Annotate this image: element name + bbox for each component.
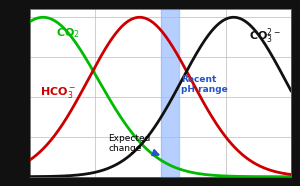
Text: CO$_2$: CO$_2$ [56, 26, 80, 40]
Text: Expected
change: Expected change [108, 134, 158, 155]
Text: HCO$_3^-$: HCO$_3^-$ [40, 86, 76, 100]
Text: CO$_3^{2-}$: CO$_3^{2-}$ [249, 26, 281, 46]
Bar [160, 9, 179, 177]
Text: Recent
pH range: Recent pH range [182, 75, 228, 94]
